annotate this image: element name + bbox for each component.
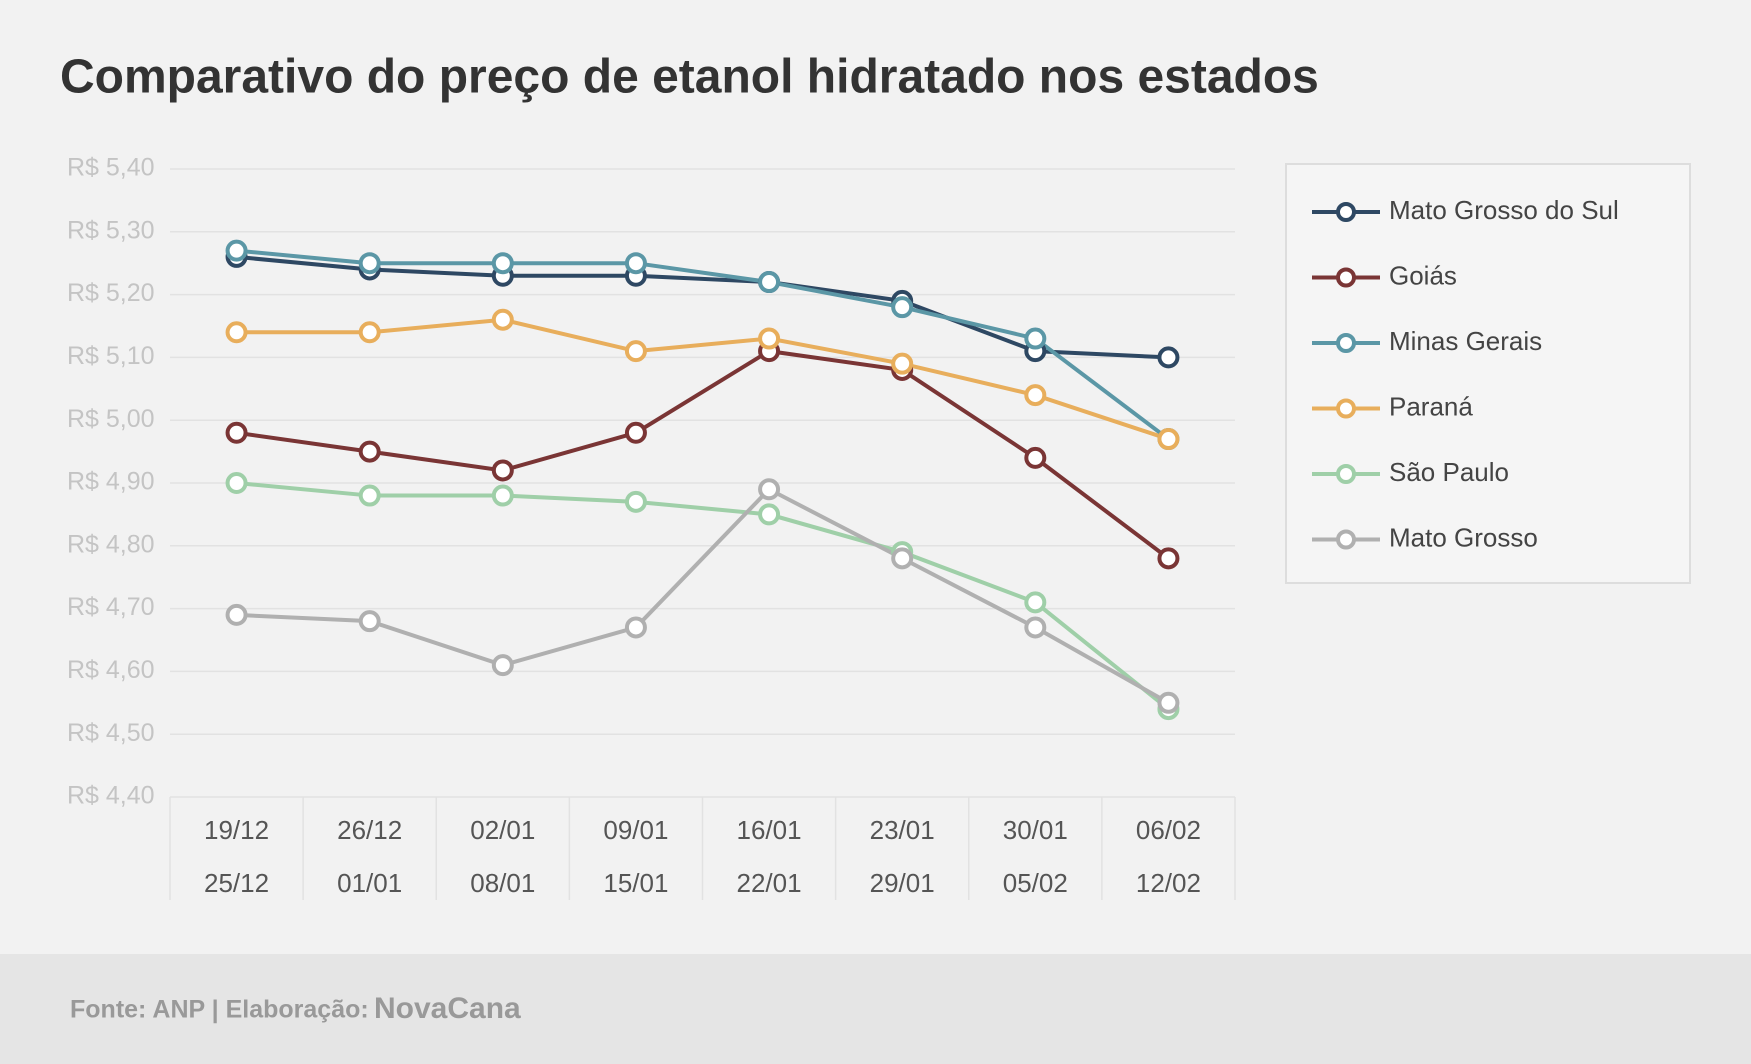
legend-label: Paraná [1389, 391, 1473, 421]
legend-label: Mato Grosso do Sul [1389, 195, 1619, 225]
legend-label: Minas Gerais [1389, 326, 1542, 356]
y-tick-label: R$ 4,40 [67, 782, 155, 810]
legend-marker [1336, 398, 1356, 419]
x-tick-label: 12/02 [1136, 868, 1201, 898]
x-tick-label: 29/01 [870, 868, 935, 898]
x-tick-label: 05/02 [1003, 868, 1068, 898]
y-tick-label: R$ 4,60 [67, 656, 155, 684]
x-tick-label: 19/12 [204, 815, 269, 845]
series-line [236, 486, 1170, 705]
x-tick-label: 26/12 [337, 815, 402, 845]
y-tick-label: R$ 5,40 [67, 154, 155, 182]
y-tick-label: R$ 5,00 [67, 405, 155, 433]
legend-marker [1336, 267, 1356, 288]
data-point [225, 321, 248, 344]
x-tick-label: 15/01 [603, 868, 668, 898]
data-point [891, 296, 914, 319]
data-point [1024, 384, 1047, 407]
data-point [491, 252, 514, 275]
data-point [624, 490, 647, 513]
legend-marker [1336, 202, 1356, 222]
data-point [758, 478, 781, 501]
series-line [236, 349, 1170, 560]
data-point [1024, 446, 1047, 469]
x-tick-label: 08/01 [470, 868, 535, 898]
data-point [491, 484, 514, 507]
data-point [1157, 547, 1180, 570]
chart-title: Comparativo do preço de etanol hidratado… [60, 51, 1319, 104]
y-tick-label: R$ 5,10 [67, 342, 155, 370]
x-tick-label: 02/01 [470, 815, 535, 845]
data-point [358, 321, 381, 344]
x-tick-label: 23/01 [870, 815, 935, 845]
data-point [491, 459, 514, 482]
y-tick-label: R$ 4,90 [67, 468, 155, 496]
series-line [236, 481, 1170, 711]
data-point [1157, 346, 1180, 369]
y-tick-label: R$ 4,80 [67, 530, 155, 558]
legend-marker [1336, 464, 1356, 484]
data-point [758, 271, 781, 294]
data-point [1157, 691, 1180, 714]
data-point [358, 440, 381, 463]
y-tick-label: R$ 4,70 [67, 593, 155, 621]
legend-marker [1336, 333, 1356, 353]
data-point [491, 308, 514, 331]
data-point [891, 352, 914, 375]
data-point [491, 654, 514, 677]
data-point [624, 421, 647, 444]
data-point [1024, 591, 1047, 614]
x-tick-label: 06/02 [1136, 815, 1201, 845]
x-tick-label: 25/12 [204, 868, 269, 898]
series-line [236, 317, 1170, 441]
data-point [891, 547, 914, 570]
x-tick-label: 01/01 [337, 868, 402, 898]
data-point [1024, 616, 1047, 639]
x-tick-label: 22/01 [737, 868, 802, 898]
footer-source: Fonte: ANP | Elaboração: [70, 996, 369, 1024]
data-point [358, 484, 381, 507]
data-point [1024, 327, 1047, 350]
y-tick-label: R$ 5,20 [67, 279, 155, 307]
legend-marker [1336, 529, 1356, 550]
data-point [758, 503, 781, 526]
legend-label: Goiás [1389, 260, 1457, 290]
y-tick-label: R$ 4,50 [67, 719, 155, 747]
series-line [236, 248, 1170, 441]
series-line [236, 254, 1169, 360]
data-point [358, 610, 381, 633]
x-tick-label: 16/01 [737, 815, 802, 845]
footer-band [0, 954, 1751, 1064]
data-point [225, 421, 248, 444]
legend-label: Mato Grosso [1389, 522, 1538, 552]
data-point [358, 252, 381, 275]
data-point [225, 603, 248, 626]
data-point [624, 616, 647, 639]
y-tick-label: R$ 5,30 [67, 216, 155, 244]
data-point [624, 252, 647, 275]
data-point [758, 327, 781, 350]
footer-brand: NovaCana [374, 992, 521, 1025]
data-point [1157, 428, 1180, 451]
data-point [225, 472, 248, 494]
legend-label: São Paulo [1389, 457, 1509, 487]
legend-box [1285, 163, 1691, 584]
data-point [225, 239, 248, 262]
data-point [624, 340, 647, 363]
x-tick-label: 30/01 [1003, 815, 1068, 845]
x-tick-label: 09/01 [603, 815, 668, 845]
